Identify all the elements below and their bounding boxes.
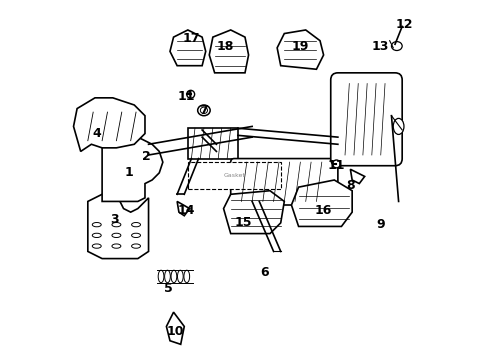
Ellipse shape xyxy=(392,41,402,50)
Text: 8: 8 xyxy=(346,179,355,192)
Text: 4: 4 xyxy=(93,127,101,140)
Ellipse shape xyxy=(132,222,141,227)
Ellipse shape xyxy=(112,222,121,227)
PathPatch shape xyxy=(102,134,163,202)
Ellipse shape xyxy=(112,244,121,248)
Ellipse shape xyxy=(92,222,101,227)
Text: 3: 3 xyxy=(110,213,119,226)
Ellipse shape xyxy=(158,270,164,283)
Text: 19: 19 xyxy=(292,40,309,53)
Ellipse shape xyxy=(92,233,101,238)
Ellipse shape xyxy=(200,107,207,113)
PathPatch shape xyxy=(88,194,148,258)
FancyBboxPatch shape xyxy=(331,73,402,166)
Text: 17: 17 xyxy=(183,32,200,45)
PathPatch shape xyxy=(74,98,145,152)
Text: 6: 6 xyxy=(260,266,269,279)
PathPatch shape xyxy=(292,180,352,226)
PathPatch shape xyxy=(209,30,248,73)
Ellipse shape xyxy=(333,160,341,168)
Text: 16: 16 xyxy=(315,204,332,217)
Ellipse shape xyxy=(132,244,141,248)
Text: Gasket: Gasket xyxy=(223,173,245,178)
Text: 11: 11 xyxy=(327,159,345,172)
Ellipse shape xyxy=(92,244,101,248)
Ellipse shape xyxy=(112,233,121,238)
Text: 12: 12 xyxy=(395,18,413,31)
Text: 2: 2 xyxy=(143,150,151,163)
Ellipse shape xyxy=(187,90,195,98)
Text: 1: 1 xyxy=(124,166,133,179)
Text: 11: 11 xyxy=(177,90,195,103)
FancyBboxPatch shape xyxy=(231,158,338,205)
PathPatch shape xyxy=(277,30,323,69)
Text: 5: 5 xyxy=(164,283,172,296)
PathPatch shape xyxy=(170,30,206,66)
Ellipse shape xyxy=(132,233,141,238)
Ellipse shape xyxy=(171,270,177,283)
Text: 18: 18 xyxy=(217,40,234,53)
Text: 9: 9 xyxy=(376,218,385,231)
Ellipse shape xyxy=(393,118,404,134)
Text: 10: 10 xyxy=(167,325,184,338)
Ellipse shape xyxy=(165,270,171,283)
Text: 15: 15 xyxy=(234,216,252,229)
Bar xyxy=(188,162,281,189)
Ellipse shape xyxy=(177,270,183,283)
PathPatch shape xyxy=(177,202,190,216)
Ellipse shape xyxy=(184,270,190,283)
PathPatch shape xyxy=(167,312,184,344)
Bar xyxy=(188,128,238,158)
PathPatch shape xyxy=(223,191,284,234)
Text: 14: 14 xyxy=(177,204,195,217)
Text: 13: 13 xyxy=(372,40,390,53)
PathPatch shape xyxy=(350,169,365,184)
Text: 7: 7 xyxy=(199,104,208,117)
Ellipse shape xyxy=(197,105,210,116)
